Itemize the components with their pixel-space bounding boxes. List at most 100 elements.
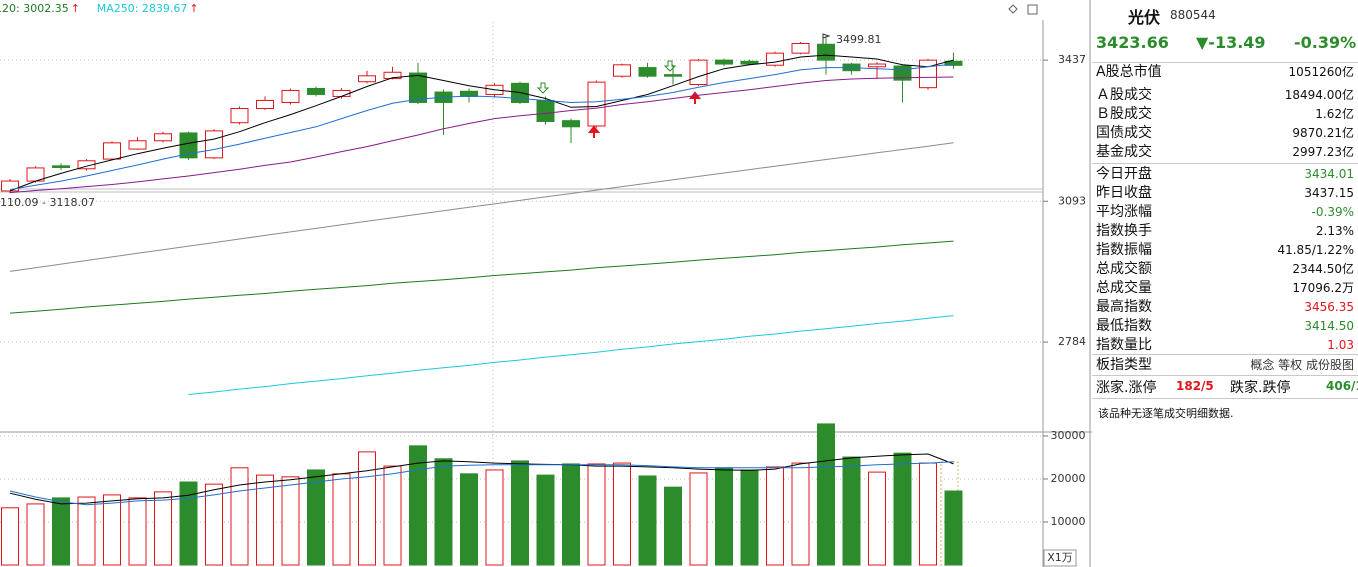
volume-bar bbox=[562, 463, 580, 566]
separator bbox=[1092, 398, 1358, 399]
candle-body bbox=[332, 89, 351, 97]
candle-body bbox=[358, 75, 376, 83]
info-row: 板指类型 概念 等权 成份股图 bbox=[1096, 356, 1354, 375]
volume-bar bbox=[587, 463, 606, 566]
row-label: 今日开盘 bbox=[1096, 166, 1152, 182]
info-row: 指数振幅 41.85/1.22% bbox=[1096, 241, 1354, 260]
candle-body bbox=[409, 72, 427, 103]
row-label: 基金成交 bbox=[1096, 144, 1152, 160]
info-row: Ａ股成交 18494.00亿 bbox=[1096, 86, 1354, 105]
row-label: 最低指数 bbox=[1096, 318, 1152, 334]
signal-down bbox=[536, 82, 550, 94]
info-row: Ｂ股成交 1.62亿 bbox=[1096, 105, 1354, 124]
updown-value: 406/1 bbox=[1326, 379, 1358, 393]
separator bbox=[1092, 354, 1358, 355]
y-tick-label: 10000 bbox=[1051, 515, 1086, 528]
row-value: 概念 等权 成份股图 bbox=[1250, 358, 1354, 372]
ma-line bbox=[9, 142, 954, 272]
volume-bar bbox=[128, 497, 147, 566]
ma-line bbox=[188, 315, 954, 395]
updown-label: 跌家.跌停 bbox=[1230, 380, 1291, 396]
volume-bar bbox=[103, 494, 121, 566]
volume-bar bbox=[281, 476, 300, 566]
info-row: 总成交量 17096.2万 bbox=[1096, 279, 1354, 298]
candle-body bbox=[103, 142, 121, 160]
candle-body bbox=[281, 89, 300, 103]
index-name: 光伏 bbox=[1128, 8, 1161, 27]
info-panel: 光伏 880544 3423.66 ▼-13.49 -0.39% A股总市值 1051260… bbox=[1092, 0, 1358, 567]
row-value: 3456.35 bbox=[1304, 300, 1354, 314]
candle-body bbox=[613, 64, 631, 77]
pct: -0.39% bbox=[1294, 33, 1357, 52]
volume-bar bbox=[689, 472, 708, 566]
row-value: 3414.50 bbox=[1304, 319, 1354, 333]
info-row: 总成交额 2344.50亿 bbox=[1096, 260, 1354, 279]
ma-line bbox=[9, 63, 954, 191]
index-code: 880544 bbox=[1170, 8, 1216, 22]
row-value: 3437.15 bbox=[1304, 186, 1354, 200]
info-row: 国债成交 9870.21亿 bbox=[1096, 124, 1354, 143]
price: 3423.66 bbox=[1096, 33, 1169, 52]
volume-bar bbox=[893, 452, 912, 566]
volume-bar bbox=[358, 451, 376, 566]
volume-bar bbox=[1, 507, 19, 566]
candle-body bbox=[205, 130, 223, 159]
volume-bar bbox=[485, 469, 504, 566]
volume-bar bbox=[740, 469, 759, 566]
separator bbox=[1092, 62, 1358, 63]
row-value: 1.03 bbox=[1327, 338, 1354, 352]
y-tick-label: 2784 bbox=[1058, 335, 1086, 348]
y-tick-label: 30000 bbox=[1051, 429, 1086, 442]
row-value: 2.13% bbox=[1315, 224, 1354, 238]
volume-bar bbox=[26, 503, 45, 566]
separator bbox=[1092, 375, 1358, 376]
updown-value: 182/5 bbox=[1176, 379, 1214, 393]
candle-body bbox=[919, 59, 937, 89]
volume-bar bbox=[842, 456, 861, 566]
ma-line bbox=[9, 461, 954, 506]
updown-label: 涨家.涨停 bbox=[1096, 380, 1157, 396]
volume-bar bbox=[332, 473, 351, 566]
signal-up bbox=[587, 125, 601, 138]
volume-bar bbox=[460, 473, 478, 566]
header-arrow: ↑ bbox=[71, 2, 80, 15]
candle-body bbox=[587, 81, 606, 127]
candle-body bbox=[664, 74, 682, 77]
candle-body bbox=[77, 160, 96, 170]
row-label: Ｂ股成交 bbox=[1096, 106, 1152, 122]
info-row: 指数换手 2.13% bbox=[1096, 222, 1354, 241]
icon-window[interactable] bbox=[1027, 4, 1038, 15]
info-row: 基金成交 2997.23亿 bbox=[1096, 143, 1354, 162]
info-row: 指数量比 1.03 bbox=[1096, 336, 1354, 355]
volume-bar bbox=[766, 466, 784, 566]
candle-body bbox=[715, 59, 733, 65]
info-row: 平均涨幅 -0.39% bbox=[1096, 203, 1354, 222]
candle-body bbox=[868, 63, 886, 68]
y-tick-label: 3093 bbox=[1058, 194, 1086, 207]
note: 该品种无逐笔成交明细数据. bbox=[1098, 407, 1234, 420]
candle-body bbox=[817, 43, 835, 61]
ma-line bbox=[9, 453, 954, 505]
row-label: 总成交额 bbox=[1096, 261, 1152, 277]
volume-bar bbox=[434, 458, 453, 566]
header-label: MA250: 2839.67 bbox=[97, 2, 188, 15]
icon-diamond[interactable] bbox=[1008, 4, 1018, 14]
volume-bar bbox=[383, 465, 402, 566]
candle-body bbox=[1, 180, 19, 192]
row-value: 1051260亿 bbox=[1288, 65, 1354, 79]
volume-bar bbox=[817, 423, 835, 566]
candle-body bbox=[689, 59, 708, 86]
row-value: 3434.01 bbox=[1304, 167, 1354, 181]
candle-body bbox=[230, 108, 249, 124]
volume-bar bbox=[791, 462, 810, 566]
volume-bar bbox=[205, 483, 223, 566]
ma-line bbox=[9, 76, 954, 194]
row-value: -0.39% bbox=[1311, 205, 1354, 219]
row-label: 国债成交 bbox=[1096, 125, 1152, 141]
ma-line bbox=[9, 240, 954, 314]
candle-body bbox=[52, 165, 70, 169]
volume-bar bbox=[638, 475, 657, 566]
candle-body bbox=[128, 140, 147, 150]
candle-body bbox=[944, 60, 963, 66]
